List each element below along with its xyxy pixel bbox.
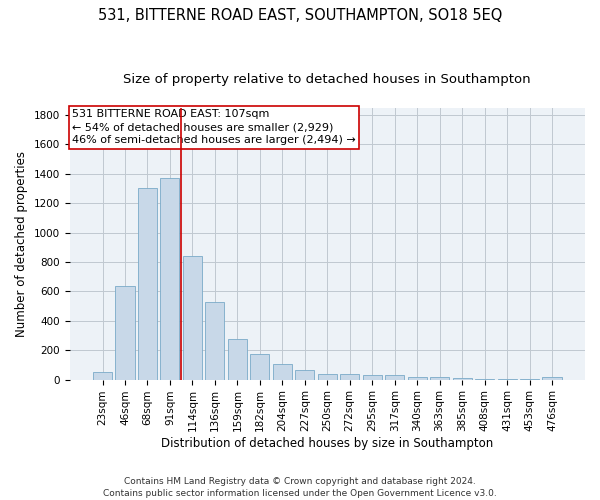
Bar: [138, 188, 157, 380]
Bar: [228, 339, 247, 380]
X-axis label: Distribution of detached houses by size in Southampton: Distribution of detached houses by size …: [161, 437, 493, 450]
Bar: [115, 286, 134, 380]
Bar: [407, 376, 427, 380]
Bar: [520, 379, 539, 380]
Bar: [205, 302, 224, 380]
Bar: [93, 372, 112, 380]
Bar: [475, 379, 494, 380]
Text: 531, BITTERNE ROAD EAST, SOUTHAMPTON, SO18 5EQ: 531, BITTERNE ROAD EAST, SOUTHAMPTON, SO…: [98, 8, 502, 22]
Bar: [362, 375, 382, 380]
Bar: [542, 378, 562, 380]
Bar: [497, 379, 517, 380]
Bar: [452, 378, 472, 380]
Bar: [250, 354, 269, 380]
Bar: [273, 364, 292, 380]
Bar: [183, 256, 202, 380]
Bar: [385, 375, 404, 380]
Text: Contains HM Land Registry data © Crown copyright and database right 2024.
Contai: Contains HM Land Registry data © Crown c…: [103, 476, 497, 498]
Bar: [430, 378, 449, 380]
Text: 531 BITTERNE ROAD EAST: 107sqm
← 54% of detached houses are smaller (2,929)
46% : 531 BITTERNE ROAD EAST: 107sqm ← 54% of …: [72, 109, 356, 146]
Bar: [318, 374, 337, 380]
Bar: [340, 374, 359, 380]
Bar: [160, 178, 179, 380]
Title: Size of property relative to detached houses in Southampton: Size of property relative to detached ho…: [124, 72, 531, 86]
Y-axis label: Number of detached properties: Number of detached properties: [15, 150, 28, 336]
Bar: [295, 370, 314, 380]
